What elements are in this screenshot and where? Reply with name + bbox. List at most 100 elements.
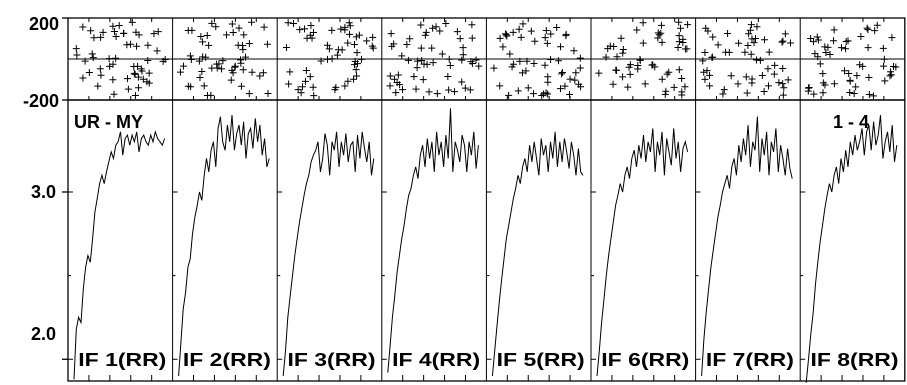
phase-point — [328, 55, 336, 63]
phase-point — [639, 39, 647, 47]
phase-point — [657, 29, 665, 37]
phase-point — [428, 44, 436, 52]
phase-point — [864, 44, 872, 52]
phase-point — [857, 33, 865, 41]
phase-point — [805, 83, 813, 91]
phase-point — [699, 57, 707, 65]
phase-point — [96, 65, 104, 73]
phase-point — [842, 45, 850, 53]
phase-point — [684, 21, 692, 29]
phase-point — [524, 84, 532, 92]
phase-point — [90, 34, 98, 42]
phase-point — [390, 75, 398, 83]
amp-series-line — [387, 108, 479, 373]
phase-point — [490, 64, 498, 72]
phase-point — [413, 57, 421, 65]
phase-point — [110, 90, 118, 98]
phase-point — [624, 83, 632, 91]
phase-point — [681, 83, 689, 91]
phase-point — [679, 35, 687, 43]
phase-point — [561, 82, 569, 90]
phase-point — [260, 23, 268, 31]
phase-point — [242, 53, 250, 61]
phase-point — [446, 62, 454, 70]
phase-point — [213, 64, 221, 72]
phase-point — [619, 49, 627, 57]
phase-point — [109, 76, 117, 84]
phase-point — [469, 60, 477, 68]
phase-point — [779, 91, 787, 99]
phase-point — [554, 57, 562, 65]
amp-series-line — [178, 115, 270, 377]
phase-point — [231, 62, 239, 70]
phase-point — [406, 35, 414, 43]
phase-point — [822, 49, 830, 57]
phase-tick-top: 200 — [29, 14, 59, 34]
phase-point — [779, 64, 787, 72]
phase-point — [530, 59, 538, 67]
phase-point — [748, 79, 756, 87]
phase-point — [445, 55, 453, 63]
series-label: IF 7(RR) — [706, 350, 794, 370]
phase-point — [421, 31, 429, 39]
phase-point — [130, 69, 138, 77]
phase-point — [132, 28, 140, 36]
amp-tick-bottom: 2.0 — [31, 324, 56, 344]
phase-point — [99, 28, 107, 36]
phase-point — [227, 76, 235, 84]
phase-point — [663, 70, 671, 78]
phase-point — [353, 72, 361, 80]
phase-point — [215, 60, 223, 68]
phase-point — [764, 65, 772, 73]
phase-point — [523, 57, 531, 65]
phase-point — [87, 27, 95, 35]
phase-point — [530, 90, 538, 98]
phase-point — [309, 29, 317, 37]
phase-point — [888, 34, 896, 42]
phase-point — [761, 36, 769, 44]
phase-point — [704, 27, 712, 35]
phase-point — [840, 67, 848, 75]
phase-point — [683, 45, 691, 53]
phase-point — [259, 69, 267, 77]
phase-point — [557, 43, 565, 51]
phase-point — [670, 83, 678, 91]
phase-point — [468, 34, 476, 42]
phase-point — [139, 75, 147, 83]
phase-point — [429, 59, 437, 67]
phase-point — [228, 20, 236, 28]
phase-point — [218, 65, 226, 73]
phase-point — [887, 71, 895, 79]
phase-point — [97, 71, 105, 79]
phase-point — [604, 45, 612, 53]
phase-point — [105, 55, 113, 63]
phase-point — [369, 44, 377, 52]
phase-tick-bottom: -200 — [23, 91, 59, 111]
phase-point — [294, 86, 302, 94]
phase-point — [239, 46, 247, 54]
phase-point — [88, 50, 96, 58]
phase-point — [161, 56, 169, 64]
phase-point — [420, 60, 428, 68]
phase-point — [124, 85, 132, 93]
phase-point — [413, 64, 421, 72]
phase-point — [575, 80, 583, 88]
phase-point — [576, 54, 584, 62]
phase-point — [779, 80, 787, 88]
phase-point — [307, 21, 315, 29]
phase-point — [425, 88, 433, 96]
phase-point — [199, 38, 207, 46]
phase-point — [880, 55, 888, 63]
phase-point — [566, 91, 574, 99]
phase-point — [106, 62, 114, 70]
phase-point — [612, 66, 620, 74]
phase-point — [701, 49, 709, 57]
phase-point — [350, 75, 358, 83]
phase-point — [746, 26, 754, 34]
phase-point — [458, 56, 466, 64]
phase-point — [111, 27, 119, 35]
phase-point — [675, 66, 683, 74]
phase-point — [734, 80, 742, 88]
phase-point — [626, 70, 634, 78]
phase-point — [197, 33, 205, 41]
